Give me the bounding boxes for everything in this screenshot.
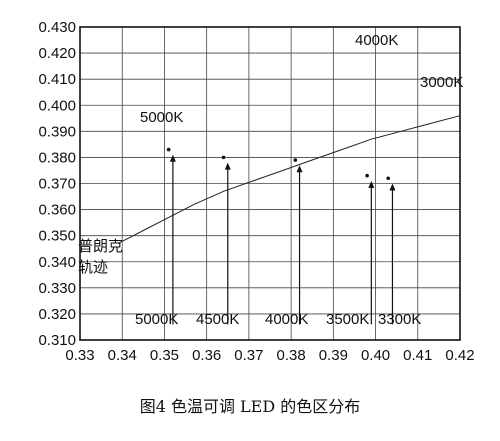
- data-point: [365, 173, 369, 178]
- label-3300k-bottom: 3300K: [378, 311, 421, 328]
- label-4500k-bottom: 4500K: [196, 311, 239, 328]
- y-tick-label: 0.380: [38, 149, 76, 166]
- planckian-locus-label-line2: 轨迹: [78, 258, 108, 276]
- arrow-head: [224, 162, 231, 170]
- y-tick-label: 0.410: [38, 71, 76, 88]
- x-tick-label: 0.40: [361, 347, 390, 364]
- arrow-head: [368, 180, 375, 188]
- y-tick-label: 0.310: [38, 332, 76, 349]
- x-tick-label: 0.36: [192, 347, 221, 364]
- label-5000k-top: 5000K: [140, 109, 183, 126]
- label-5000k-bottom: 5000K: [135, 311, 178, 328]
- figure-caption: 图4 色温可调 LED 的色区分布: [140, 397, 361, 416]
- y-tick-label: 0.340: [38, 254, 76, 271]
- planckian-locus: [117, 115, 461, 244]
- data-point: [386, 176, 391, 181]
- planckian-locus-line: [117, 115, 461, 244]
- x-tick-label: 0.41: [403, 347, 432, 364]
- data-points: [166, 147, 391, 181]
- data-point: [166, 147, 171, 152]
- x-tick-label: 0.39: [319, 347, 348, 364]
- x-tick-label: 0.33: [65, 347, 94, 364]
- arrow-head: [296, 165, 303, 173]
- label-4000k-top: 4000K: [355, 32, 398, 49]
- y-tick-label: 0.330: [38, 280, 76, 297]
- y-tick-label: 0.360: [38, 202, 76, 219]
- data-point: [221, 155, 226, 160]
- x-tick-label: 0.34: [108, 347, 137, 364]
- x-tick-label: 0.42: [445, 347, 474, 364]
- y-tick-labels: 0.310 0.320 0.330 0.340 0.350 0.360 0.370 0.380…: [38, 19, 76, 349]
- planckian-locus-label-line1: 普朗克: [78, 237, 123, 255]
- x-tick-label: 0.35: [150, 347, 179, 364]
- plot-frame: [79, 26, 461, 341]
- x-tick-label: 0.37: [234, 347, 263, 364]
- x-tick-label: 0.38: [277, 347, 306, 364]
- label-4000k-bottom: 4000K: [265, 311, 308, 328]
- x-tick-labels: 0.33 0.34 0.35 0.36 0.37 0.38 0.39 0.40 0.41 0.42: [65, 347, 474, 364]
- y-tick-label: 0.370: [38, 176, 76, 193]
- arrow-head: [389, 183, 396, 191]
- y-tick-label: 0.430: [38, 19, 76, 36]
- arrow-head: [169, 154, 176, 162]
- y-tick-label: 0.390: [38, 123, 76, 140]
- label-3000k-top: 3000K: [420, 74, 463, 91]
- data-point: [293, 158, 298, 162]
- y-tick-label: 0.320: [38, 306, 76, 323]
- y-tick-label: 0.420: [38, 45, 76, 62]
- label-3500k-bottom: 3500K: [326, 311, 369, 328]
- grid-lines: [80, 27, 460, 340]
- y-tick-label: 0.350: [38, 228, 76, 245]
- y-tick-label: 0.400: [38, 97, 76, 114]
- arrows: [169, 154, 396, 325]
